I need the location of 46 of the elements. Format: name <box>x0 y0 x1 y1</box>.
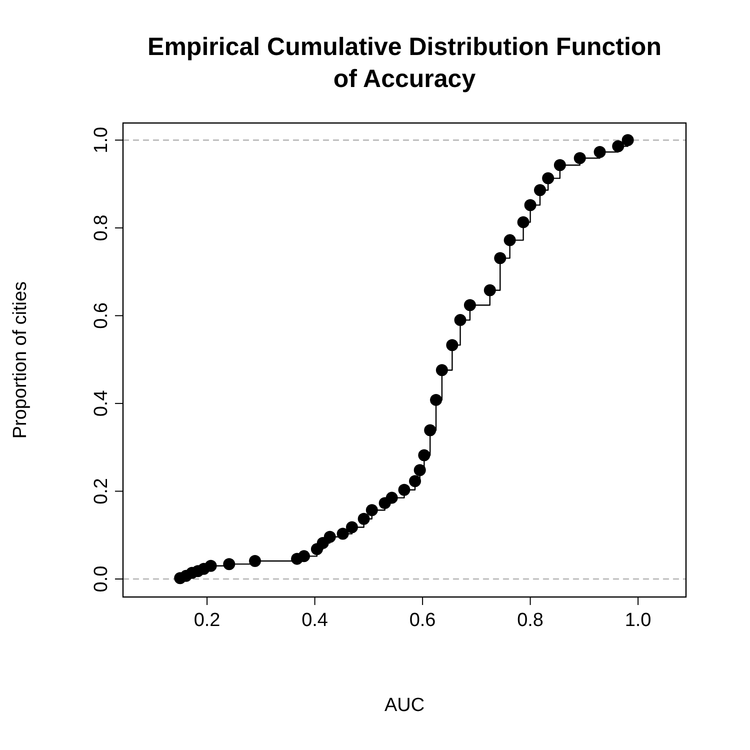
x-axis-title: AUC <box>384 695 425 716</box>
y-tick-label: 1.0 <box>91 126 112 154</box>
point <box>409 475 422 488</box>
point <box>298 550 310 562</box>
chart-title: Empirical Cumulative Distribution Function of Accuracy <box>148 33 662 93</box>
x-tick-label: 0.8 <box>517 610 544 631</box>
point <box>612 140 624 152</box>
point <box>336 528 349 540</box>
point <box>484 284 496 296</box>
point <box>622 134 634 146</box>
point <box>386 492 398 504</box>
point <box>574 152 586 164</box>
point <box>436 364 448 376</box>
point <box>424 424 436 436</box>
x-tick-label: 1.0 <box>624 610 652 631</box>
point <box>398 484 410 496</box>
point <box>204 560 217 572</box>
y-axis-title: Proportion of cities <box>10 281 31 439</box>
point <box>534 184 546 196</box>
point <box>454 314 466 326</box>
x-tick-label: 0.4 <box>302 610 328 631</box>
point <box>414 464 426 476</box>
y-tick-label: 0.6 <box>91 302 112 329</box>
point <box>430 394 442 406</box>
point <box>494 252 506 264</box>
point <box>223 558 236 570</box>
point <box>594 146 606 158</box>
point <box>446 339 458 352</box>
point <box>554 159 566 172</box>
point <box>517 216 530 228</box>
point <box>524 199 536 212</box>
x-tick-label: 0.2 <box>194 610 220 631</box>
point <box>346 521 358 534</box>
point <box>418 449 430 462</box>
y-tick-label: 0.4 <box>91 390 112 417</box>
point <box>366 504 378 516</box>
point <box>464 299 476 312</box>
point <box>542 172 554 184</box>
point <box>324 530 336 543</box>
y-tick-label: 0.0 <box>91 566 112 592</box>
point <box>248 555 261 568</box>
point <box>358 512 370 525</box>
y-tick-label: 0.2 <box>91 478 112 504</box>
x-tick-label: 0.6 <box>409 610 436 631</box>
point <box>504 234 516 246</box>
y-tick-label: 0.8 <box>91 214 112 242</box>
